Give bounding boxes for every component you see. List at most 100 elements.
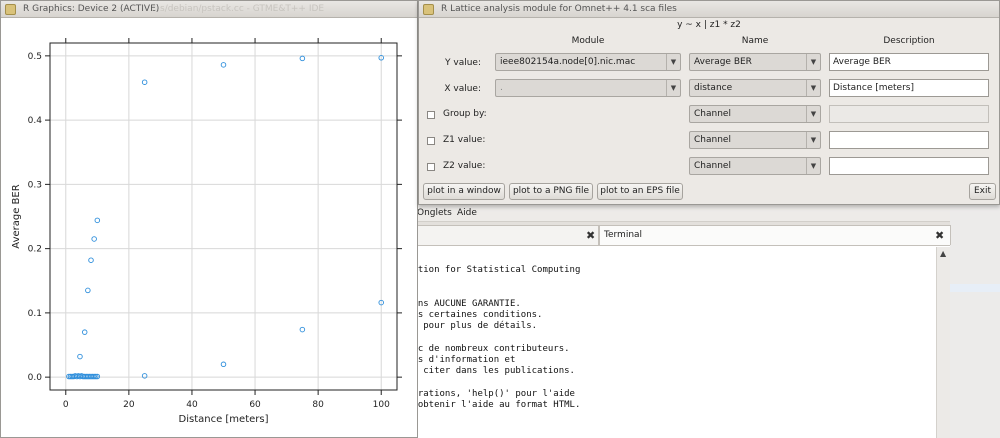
x-module-select[interactable]: . ▼: [495, 79, 681, 97]
menu-aide[interactable]: Aide: [457, 208, 477, 218]
background-highlight: [950, 284, 1000, 292]
lattice-titlebar[interactable]: R Lattice analysis module for Omnet++ 4.…: [419, 1, 999, 18]
tab-close-icon[interactable]: ✖: [935, 229, 945, 242]
y-tick-label: 0.0: [28, 373, 43, 383]
data-point: [220, 62, 227, 68]
z2-value-label: Z2 value:: [443, 161, 486, 171]
y-description-field[interactable]: Average BER: [829, 53, 989, 71]
group-by-checkbox[interactable]: [427, 111, 435, 119]
terminal-line: )' pour plus de détails.: [407, 321, 538, 331]
z2-name-select[interactable]: Channel ▼: [689, 157, 821, 175]
formula-label: y ~ x | z1 * z2: [677, 20, 741, 30]
terminal-line: vec de nombreux contributeurs.: [407, 344, 570, 354]
data-point: [299, 326, 306, 333]
terminal-line: sans AUCUNE GARANTIE.: [407, 299, 521, 309]
chevron-down-icon: ▼: [666, 54, 680, 70]
y-name-value: Average BER: [694, 57, 752, 67]
data-point: [91, 236, 97, 242]
terminal-line: dation for Statistical Computing: [407, 265, 581, 275]
z1-name-select[interactable]: Channel ▼: [689, 131, 821, 149]
data-point: [299, 55, 306, 62]
header-description: Description: [883, 36, 935, 46]
y-tick-label: 0.3: [28, 180, 42, 190]
chevron-down-icon: ▼: [806, 106, 820, 122]
data-point: [220, 361, 227, 368]
r-graphics-titlebar[interactable]: R Graphics: Device 2 (ACTIVE) …s/debian/…: [1, 1, 417, 18]
x-tick-label: 40: [186, 400, 198, 410]
x-value-label: X value:: [444, 84, 481, 94]
data-point: [378, 55, 384, 61]
chevron-down-icon: ▼: [806, 54, 820, 70]
z2-description-field[interactable]: [829, 157, 989, 175]
chevron-down-icon: ▼: [806, 158, 820, 174]
z2-checkbox[interactable]: [427, 163, 435, 171]
tab-terminal[interactable]: Terminal ✖: [599, 225, 951, 245]
plot-eps-button[interactable]: plot to an EPS file: [597, 183, 683, 200]
y-axis-label: Average BER: [11, 184, 22, 248]
terminal-scrollbar[interactable]: ▲: [936, 247, 950, 438]
x-description-value: Distance [meters]: [833, 83, 914, 93]
tab-close-icon[interactable]: ✖: [586, 229, 596, 242]
chevron-down-icon: ▼: [666, 80, 680, 96]
group-name-select[interactable]: Channel ▼: [689, 105, 821, 123]
x-tick-label: 80: [312, 400, 324, 410]
exit-button[interactable]: Exit: [969, 183, 996, 200]
terminal-window: Onglets Aide ✖ Terminal ✖ dation for Sta…: [380, 205, 951, 438]
x-name-select[interactable]: distance ▼: [689, 79, 821, 97]
data-point: [81, 329, 88, 335]
data-point: [378, 299, 384, 306]
z1-description-field[interactable]: [829, 131, 989, 149]
y-tick-label: 0.4: [28, 116, 43, 126]
menu-onglets[interactable]: Onglets: [417, 208, 452, 218]
x-module-value: .: [500, 83, 503, 93]
x-description-field[interactable]: Distance [meters]: [829, 79, 989, 97]
y-description-value: Average BER: [833, 57, 891, 67]
data-point: [91, 373, 97, 380]
scroll-up-icon[interactable]: ▲: [940, 249, 947, 258]
chevron-down-icon: ▼: [806, 80, 820, 96]
terminal-tabbar: ✖ Terminal ✖: [381, 222, 951, 246]
y-module-select[interactable]: ieee802154a.node[0].nic.mac ▼: [495, 53, 681, 71]
y-tick-label: 0.2: [28, 245, 42, 255]
y-name-select[interactable]: Average BER ▼: [689, 53, 821, 71]
terminal-line: strations, 'help()' pour l'aide: [407, 389, 575, 399]
plot-window-button[interactable]: plot in a window: [423, 183, 505, 200]
y-tick-label: 0.5: [28, 52, 42, 62]
background-window-title: …s/debian/pstack.cc - GTME&T++ IDE: [151, 4, 325, 14]
chevron-down-icon: ▼: [806, 132, 820, 148]
terminal-line: lus d'information et: [407, 355, 516, 365]
panel-border: [49, 42, 398, 391]
data-point: [85, 287, 91, 294]
z1-name-value: Channel: [694, 135, 731, 145]
plot-png-button[interactable]: plot to a PNG file: [509, 183, 593, 200]
scatter-plot: 0 20 40 60 80 100 0.0 0.1 0.2 0.3 0.4 0.5 Distance […: [11, 38, 402, 425]
z1-value-label: Z1 value:: [443, 135, 486, 145]
terminal-line: ous certaines conditions.: [407, 310, 543, 320]
x-axis-label: Distance [meters]: [179, 414, 269, 425]
window-menu-icon[interactable]: [5, 4, 16, 15]
x-tick-label: 20: [123, 400, 135, 410]
window-menu-icon[interactable]: [423, 4, 434, 15]
lattice-module-window: R Lattice analysis module for Omnet++ 4.…: [418, 0, 1000, 205]
group-description-field: [829, 105, 989, 123]
data-point: [94, 373, 101, 380]
data-point: [88, 257, 94, 263]
r-graphics-title: R Graphics: Device 2 (ACTIVE): [23, 4, 160, 14]
lattice-title: R Lattice analysis module for Omnet++ 4.…: [441, 4, 677, 14]
data-point: [141, 373, 148, 379]
terminal-menubar: Onglets Aide: [381, 205, 950, 222]
tab-terminal-label: Terminal: [604, 230, 643, 240]
data-point: [94, 217, 101, 224]
terminal-output[interactable]: dation for Statistical Computing sans AU…: [381, 247, 936, 438]
r-graphics-window: R Graphics: Device 2 (ACTIVE) …s/debian/…: [0, 0, 418, 438]
y-tick-label: 0.1: [28, 309, 42, 319]
y-module-value: ieee802154a.node[0].nic.mac: [500, 57, 636, 67]
group-name-value: Channel: [694, 109, 731, 119]
group-by-label: Group by:: [443, 109, 487, 119]
data-point: [92, 373, 99, 380]
terminal-line: r obtenir l'aide au format HTML.: [407, 400, 581, 410]
header-module: Module: [571, 36, 605, 46]
y-value-label: Y value:: [445, 58, 481, 68]
z1-checkbox[interactable]: [427, 137, 435, 145]
data-point: [77, 353, 83, 360]
